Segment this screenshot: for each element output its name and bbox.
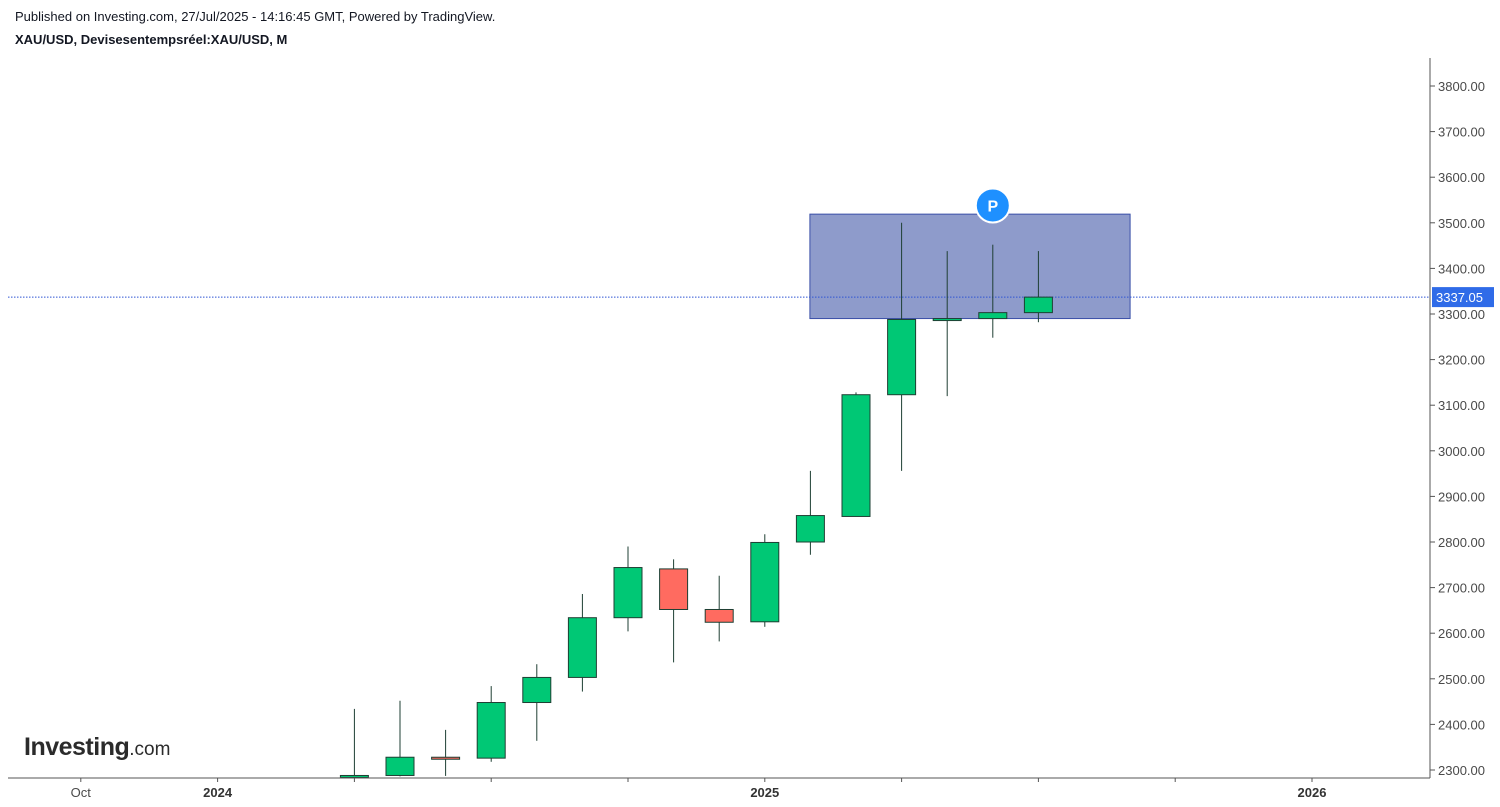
- last-price-badge: [1432, 287, 1494, 308]
- y-tick-label: 2900.00: [1438, 489, 1485, 504]
- candle-up[interactable]: [385, 756, 415, 776]
- logo-suffix-text: .com: [129, 739, 171, 760]
- y-tick-label: 2400.00: [1438, 717, 1485, 732]
- x-tick-label: Oct: [71, 785, 92, 800]
- x-tick-label: 2025: [750, 785, 779, 800]
- candle-up[interactable]: [750, 541, 780, 623]
- symbol-title: XAU/USD, Devisesentempsréel:XAU/USD, M: [15, 32, 288, 47]
- candle-down[interactable]: [704, 608, 734, 623]
- y-tick-label: 3700.00: [1438, 125, 1485, 140]
- y-tick-label: 3200.00: [1438, 353, 1485, 368]
- y-tick-label: 3500.00: [1438, 216, 1485, 231]
- candle-up[interactable]: [339, 774, 369, 778]
- candle-up[interactable]: [476, 702, 506, 759]
- candle-up[interactable]: [841, 394, 871, 517]
- p-marker-circle[interactable]: [974, 187, 1011, 224]
- y-tick-label: 2700.00: [1438, 581, 1485, 596]
- candle-up[interactable]: [613, 567, 643, 619]
- investing-logo: Investing .com: [24, 733, 170, 762]
- y-tick-label: 2500.00: [1438, 672, 1485, 687]
- candle-down[interactable]: [431, 756, 461, 760]
- candle-up[interactable]: [887, 318, 917, 396]
- candle-up[interactable]: [978, 312, 1008, 320]
- y-tick-label: 3400.00: [1438, 261, 1485, 276]
- last-price-label: 3337.05: [1436, 290, 1483, 305]
- y-tick-label: 3300.00: [1438, 307, 1485, 322]
- logo-main-text: Investing: [24, 733, 130, 761]
- y-tick-label: 2300.00: [1438, 763, 1485, 778]
- y-tick-label: 3600.00: [1438, 170, 1485, 185]
- published-info: Published on Investing.com, 27/Jul/2025 …: [15, 9, 496, 24]
- y-tick-label: 3000.00: [1438, 444, 1485, 459]
- p-marker-label: P: [987, 198, 998, 215]
- candle-up[interactable]: [932, 318, 962, 322]
- y-tick-label: 2800.00: [1438, 535, 1485, 550]
- x-tick-label: 2024: [203, 785, 233, 800]
- candle-up[interactable]: [795, 515, 825, 543]
- y-tick-label: 3100.00: [1438, 398, 1485, 413]
- resistance-zone[interactable]: [809, 213, 1131, 320]
- candle-down[interactable]: [659, 568, 689, 610]
- x-tick-label: 2026: [1298, 785, 1327, 800]
- candle-up[interactable]: [1023, 296, 1053, 314]
- y-tick-label: 2600.00: [1438, 626, 1485, 641]
- candle-up[interactable]: [522, 676, 552, 704]
- candle-up[interactable]: [567, 617, 597, 678]
- y-tick-label: 3800.00: [1438, 79, 1485, 94]
